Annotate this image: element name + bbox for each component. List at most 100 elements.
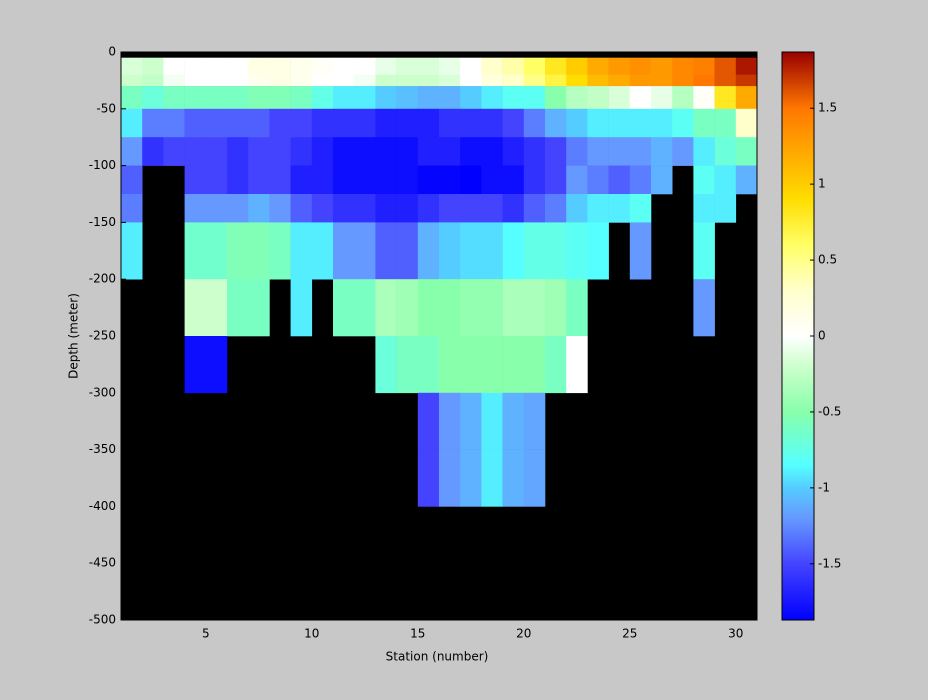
heatmap-cell <box>439 137 461 166</box>
heatmap-cell <box>693 279 715 337</box>
heatmap-cell <box>481 392 503 450</box>
heatmap-cell <box>333 165 355 195</box>
heatmap-cell <box>290 137 313 166</box>
heatmap-cell <box>290 57 313 76</box>
heatmap-cell <box>502 108 525 138</box>
heatmap-cell <box>163 108 185 138</box>
heatmap-cell <box>735 57 758 76</box>
heatmap-cell <box>248 194 270 223</box>
heatmap-cell <box>205 194 228 223</box>
heatmap-cell <box>375 108 397 138</box>
heatmap-cell <box>460 165 482 195</box>
heatmap-cell <box>693 137 715 166</box>
heatmap-cell <box>311 108 334 138</box>
heatmap-cell <box>227 74 249 87</box>
heatmap-cell <box>460 336 482 394</box>
heatmap-cell <box>184 279 207 337</box>
x-tick-label: 5 <box>202 627 210 641</box>
heatmap-cell <box>714 194 737 223</box>
heatmap-cell <box>439 86 461 110</box>
heatmap-cell <box>184 137 207 166</box>
heatmap-cell <box>481 449 503 507</box>
heatmap-cell <box>439 165 461 195</box>
heatmap-cell <box>523 194 546 223</box>
y-tick-label: -150 <box>89 215 116 229</box>
heatmap-cell <box>651 108 673 138</box>
heatmap-cell <box>290 222 313 280</box>
heatmap-cell <box>672 86 694 110</box>
heatmap-cell <box>587 57 609 76</box>
heatmap-cell <box>502 449 525 507</box>
heatmap-cell <box>608 74 631 87</box>
heatmap-cell <box>354 279 376 337</box>
heatmap-cell <box>481 222 503 280</box>
y-tick-label: -100 <box>89 158 116 172</box>
heatmap-cell <box>396 194 419 223</box>
heatmap-cell <box>163 137 185 166</box>
heatmap-cell <box>481 336 503 394</box>
heatmap-cell <box>248 108 270 138</box>
heatmap-cell <box>714 137 737 166</box>
x-tick-label: 30 <box>728 627 743 641</box>
heatmap-cell <box>693 165 715 195</box>
heatmap-cell <box>629 57 652 76</box>
heatmap-cell <box>651 137 673 166</box>
heatmap-cell <box>417 449 440 507</box>
heatmap-cell <box>227 137 249 166</box>
y-tick-label: 0 <box>108 45 116 59</box>
heatmap-cell <box>375 165 397 195</box>
heatmap-cell <box>545 137 567 166</box>
heatmap-cell <box>417 57 440 76</box>
heatmap-cell <box>439 108 461 138</box>
heatmap-cell <box>375 222 397 280</box>
y-tick-label: -50 <box>96 101 116 115</box>
heatmap-cell <box>629 222 652 280</box>
heatmap-cell <box>523 165 546 195</box>
heatmap-cell <box>545 336 567 394</box>
heatmap-cell <box>714 57 737 76</box>
heatmap-cell <box>205 279 228 337</box>
heatmap-cell <box>417 194 440 223</box>
heatmap-cell <box>545 108 567 138</box>
heatmap-cell <box>142 74 164 87</box>
heatmap-cell <box>311 194 334 223</box>
heatmap-cell <box>714 74 737 87</box>
heatmap-cell <box>672 74 694 87</box>
heatmap-cell <box>651 57 673 76</box>
heatmap-cell <box>333 137 355 166</box>
heatmap-cell <box>417 392 440 450</box>
heatmap-cell <box>396 86 419 110</box>
heatmap-cell <box>545 57 567 76</box>
heatmap-cell <box>502 57 525 76</box>
heatmap-cell <box>608 165 631 195</box>
heatmap-cell <box>502 86 525 110</box>
heatmap-cell <box>502 279 525 337</box>
heatmap-cell <box>608 194 631 223</box>
heatmap-cell <box>375 194 397 223</box>
heatmap-cell <box>269 86 291 110</box>
heatmap-cell <box>333 57 355 76</box>
heatmap-cell <box>481 86 503 110</box>
heatmap-cell <box>566 222 588 280</box>
heatmap-cell <box>608 86 631 110</box>
heatmap-cell <box>375 279 397 337</box>
heatmap-cell <box>714 108 737 138</box>
heatmap-cell <box>142 86 164 110</box>
heatmap-cell <box>523 74 546 87</box>
colorbar-tick-label: -1.5 <box>818 556 841 570</box>
heatmap-cell <box>693 74 715 87</box>
x-tick-label: 20 <box>516 627 531 641</box>
heatmap-cell <box>735 86 758 110</box>
y-tick-label: -350 <box>89 442 116 456</box>
heatmap-cell <box>417 165 440 195</box>
heatmap-cell <box>396 74 419 87</box>
heatmap-cell <box>375 57 397 76</box>
y-tick-label: -400 <box>89 499 116 513</box>
heatmap-cell <box>587 74 609 87</box>
heatmap-cell <box>396 57 419 76</box>
heatmap-cell <box>523 222 546 280</box>
heatmap-cell <box>354 194 376 223</box>
heatmap-cell <box>290 165 313 195</box>
heatmap-cell <box>184 336 207 394</box>
heatmap-cell <box>460 57 482 76</box>
